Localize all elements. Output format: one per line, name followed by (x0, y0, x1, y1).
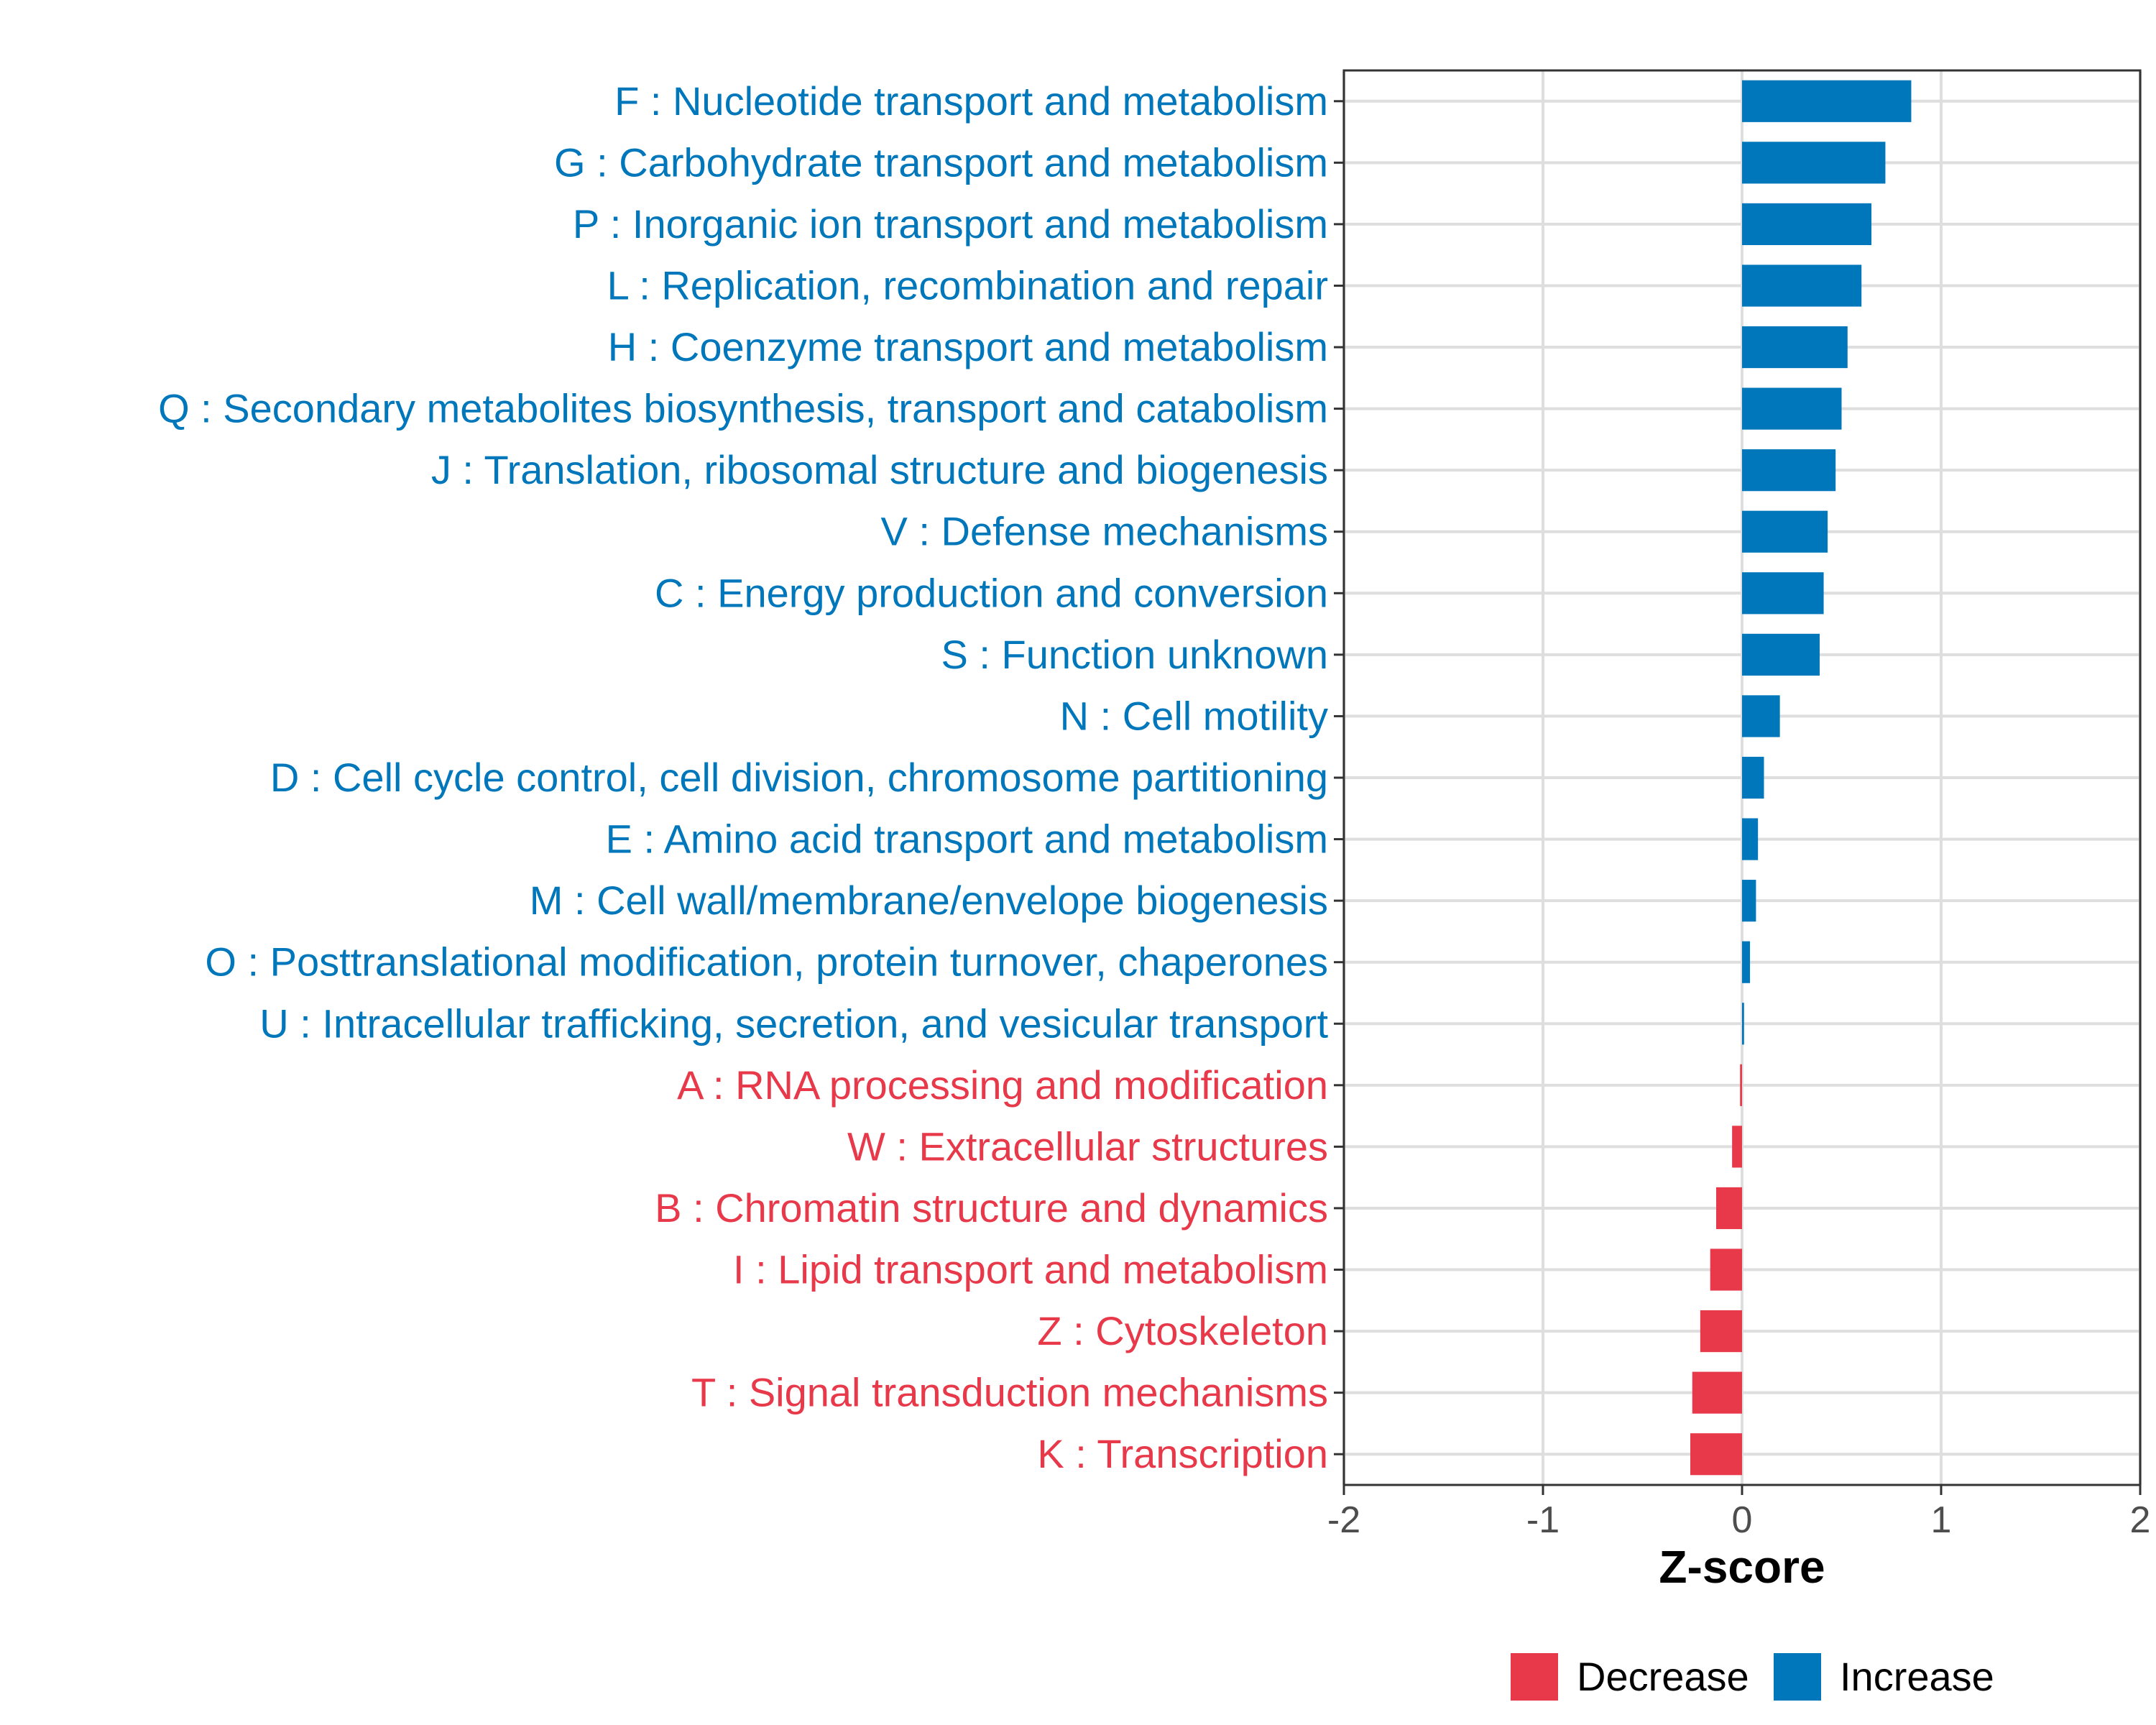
bar (1742, 326, 1848, 369)
bar (1742, 1003, 1744, 1045)
bar (1700, 1310, 1742, 1353)
x-tick-label: 1 (1931, 1499, 1952, 1541)
legend-swatch-increase (1774, 1653, 1821, 1701)
category-label: D : Cell cycle control, cell division, c… (270, 755, 1328, 800)
category-label: C : Energy production and conversion (655, 570, 1328, 615)
category-label: E : Amino acid transport and metabolism (606, 816, 1328, 862)
bar (1710, 1248, 1742, 1291)
bar (1742, 387, 1842, 430)
category-label: Z : Cytoskeleton (1037, 1308, 1328, 1353)
bar (1742, 572, 1824, 615)
category-label: H : Coenzyme transport and metabolism (608, 324, 1328, 369)
category-label: M : Cell wall/membrane/envelope biogenes… (530, 878, 1328, 923)
bar (1742, 695, 1780, 737)
legend: Decrease Increase (1511, 1653, 1994, 1701)
bar (1742, 510, 1828, 553)
category-label: N : Cell motility (1060, 693, 1328, 738)
legend-swatch-decrease (1511, 1653, 1558, 1701)
bar (1742, 941, 1751, 983)
category-label: A : RNA processing and modification (677, 1062, 1328, 1108)
x-tick-label: 2 (2130, 1499, 2151, 1541)
bar (1742, 80, 1912, 122)
category-label: S : Function unknown (941, 632, 1328, 677)
category-label: J : Translation, ribosomal structure and… (431, 447, 1328, 492)
category-label: V : Defense mechanisms (881, 509, 1328, 554)
y-ticks (1334, 100, 1344, 1455)
category-label: T : Signal transduction mechanisms (691, 1370, 1328, 1415)
category-label: L : Replication, recombination and repai… (607, 262, 1328, 308)
bar (1740, 1064, 1742, 1106)
category-label: K : Transcription (1037, 1431, 1328, 1476)
bar (1742, 264, 1862, 307)
category-label: F : Nucleotide transport and metabolism (614, 78, 1328, 124)
x-axis-title: Z-score (1659, 1541, 1825, 1593)
bars (1690, 80, 1912, 1476)
category-label: B : Chromatin structure and dynamics (655, 1185, 1328, 1230)
bar (1732, 1126, 1742, 1168)
category-label: O : Posttranslational modification, prot… (205, 939, 1328, 985)
legend-label-decrease: Decrease (1577, 1654, 1749, 1699)
category-label: Q : Secondary metabolites biosynthesis, … (158, 386, 1328, 431)
category-label: I : Lipid transport and metabolism (733, 1247, 1328, 1292)
bar (1742, 880, 1756, 922)
legend-label-increase: Increase (1840, 1654, 1994, 1699)
category-label: U : Intracellular trafficking, secretion… (259, 1000, 1328, 1046)
category-label: G : Carbohydrate transport and metabolis… (554, 139, 1328, 185)
x-tick-label: 0 (1732, 1499, 1753, 1541)
bar (1692, 1371, 1742, 1414)
x-tick-label: -1 (1526, 1499, 1560, 1541)
x-tick-label: -2 (1327, 1499, 1360, 1541)
category-label: W : Extracellular structures (847, 1123, 1328, 1169)
category-label: P : Inorganic ion transport and metaboli… (573, 201, 1328, 247)
category-labels: F : Nucleotide transport and metabolism G… (158, 78, 1328, 1476)
bar (1715, 1187, 1742, 1230)
bar (1742, 449, 1836, 492)
bar (1742, 756, 1764, 799)
bar (1742, 818, 1759, 860)
bar (1742, 142, 1886, 184)
bar (1742, 203, 1872, 246)
bar (1690, 1433, 1742, 1476)
x-ticks: -2 -1 0 1 2 (1327, 1485, 2151, 1541)
bar (1742, 633, 1820, 676)
